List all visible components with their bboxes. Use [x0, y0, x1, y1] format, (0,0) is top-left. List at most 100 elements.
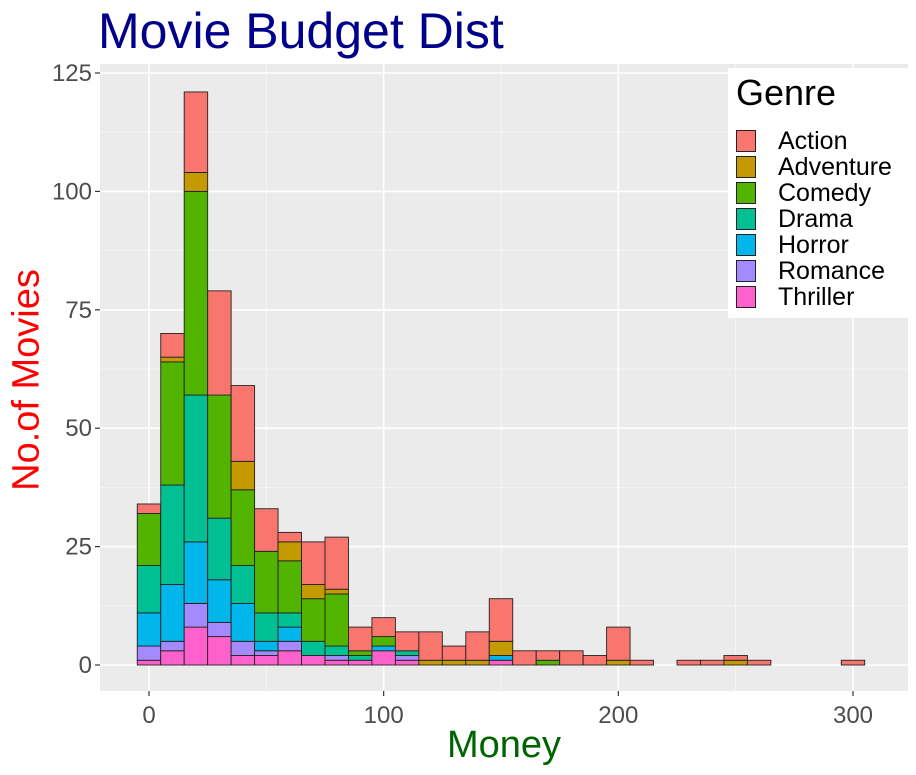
bar-segment-action — [535, 650, 561, 661]
bar-segment-adventure — [277, 541, 302, 562]
bar-segment-adventure — [488, 640, 514, 656]
bar-segment-horror — [254, 640, 279, 652]
bar-segment-action — [606, 626, 631, 661]
bar-segment-thriller — [183, 626, 209, 666]
y-tick-label: 50 — [65, 415, 92, 442]
bar-segment-action — [676, 659, 701, 666]
bar-segment-drama — [207, 517, 232, 581]
legend-label-drama: Drama — [778, 204, 854, 233]
bar-segment-romance — [136, 645, 162, 661]
bar-segment-thriller — [207, 636, 232, 666]
bar-segment-action — [254, 508, 279, 552]
legend-label-adventure: Adventure — [778, 152, 892, 181]
bar-segment-action — [418, 631, 443, 661]
bar-segment-romance — [183, 602, 209, 628]
legend-key-drama — [736, 208, 756, 230]
legend-item-adventure: Adventure — [736, 152, 892, 181]
legend-key-romance — [736, 260, 756, 282]
bar-segment-adventure — [160, 356, 185, 363]
bar-segment-romance — [394, 655, 420, 661]
bar-segment-thriller — [136, 659, 162, 666]
bar-segment-romance — [277, 640, 302, 652]
bar-segment-drama — [254, 612, 279, 642]
bar-segment-action — [559, 650, 584, 666]
bar-segment-adventure — [723, 659, 748, 666]
bar-segment-horror — [160, 584, 185, 642]
bar-segment-action — [746, 659, 772, 666]
legend-key-comedy — [736, 182, 756, 204]
legend-item-thriller: Thriller — [736, 283, 854, 311]
bar-segment-action — [723, 655, 748, 661]
x-tick-label: 300 — [833, 702, 873, 729]
x-axis-label: Money — [447, 724, 562, 766]
bar-segment-thriller — [371, 650, 396, 666]
bar-segment-romance — [254, 650, 279, 656]
bar-segment-action — [488, 598, 514, 642]
bar-segment-action — [230, 385, 256, 462]
legend-label-horror: Horror — [778, 230, 849, 259]
bar-segment-thriller — [348, 659, 373, 666]
bar-segment-action — [160, 333, 185, 358]
bar-segment-horror — [230, 602, 256, 642]
bar-segment-thriller — [277, 650, 302, 666]
bar-segment-romance — [207, 621, 232, 638]
legend: Genre Action Adventure Comedy Drama Horror Ro… — [728, 68, 908, 318]
bar-segment-thriller — [230, 655, 256, 666]
bar-segment-action — [348, 626, 373, 652]
legend-item-drama: Drama — [736, 204, 854, 233]
bar-segment-comedy — [324, 593, 349, 647]
y-tick-label: 100 — [52, 178, 92, 205]
bar-segment-comedy — [136, 512, 162, 566]
bar-segment-action — [700, 659, 725, 666]
legend-item-romance: Romance — [736, 257, 885, 285]
bar-segment-comedy — [301, 598, 326, 642]
bar-segment-action — [371, 617, 396, 638]
bar-segment-comedy — [207, 394, 232, 519]
bar-segment-drama — [183, 394, 209, 543]
legend-key-horror — [736, 234, 756, 256]
bar-segment-comedy — [277, 560, 302, 614]
bar-segment-action — [301, 541, 326, 585]
legend-item-comedy: Comedy — [736, 178, 872, 207]
bar-segment-horror — [488, 655, 514, 661]
bar-segment-drama — [394, 650, 420, 656]
bar-segment-adventure — [324, 588, 349, 595]
legend-label-action: Action — [778, 126, 848, 155]
bar-segment-horror — [183, 541, 209, 604]
bar-segment-action — [394, 631, 420, 652]
bar-segment-horror — [371, 645, 396, 652]
bar-segment-action — [465, 631, 490, 661]
bar-segment-comedy — [230, 489, 256, 566]
bar-segment-drama — [230, 565, 256, 604]
x-tick-label: 100 — [364, 702, 404, 729]
bar-segment-horror — [207, 579, 232, 623]
x-axis: 0 100 200 300 — [142, 691, 873, 729]
bar-segment-adventure — [230, 460, 256, 491]
bar-segment-thriller — [394, 659, 420, 666]
bar-segment-action — [136, 503, 162, 514]
x-tick-label: 0 — [142, 702, 155, 729]
x-tick-label: 200 — [598, 702, 638, 729]
bar-segment-action — [324, 536, 349, 590]
y-tick-label: 125 — [52, 60, 92, 87]
legend-label-comedy: Comedy — [778, 178, 872, 207]
y-tick-label: 75 — [65, 297, 92, 324]
bar-segment-action — [840, 659, 866, 666]
bar-segment-action — [441, 645, 467, 661]
bar-segment-adventure — [418, 659, 443, 666]
legend-key-action — [736, 130, 756, 152]
bar-segment-adventure — [465, 659, 490, 666]
bar-segment-action — [629, 659, 654, 666]
bar-segment-horror — [277, 626, 302, 642]
bar-segment-action — [183, 91, 209, 173]
bar-segment-drama — [277, 612, 302, 628]
bar-segment-thriller — [254, 655, 279, 666]
bar-segment-comedy — [348, 650, 373, 656]
bar-segment-action — [582, 655, 608, 666]
bar-segment-horror — [136, 612, 162, 647]
legend-item-horror: Horror — [736, 230, 849, 259]
bar-segment-action — [512, 650, 537, 666]
bar-segment-comedy — [254, 550, 279, 614]
bar-segment-drama — [348, 655, 373, 661]
bar-segment-comedy — [183, 190, 209, 396]
